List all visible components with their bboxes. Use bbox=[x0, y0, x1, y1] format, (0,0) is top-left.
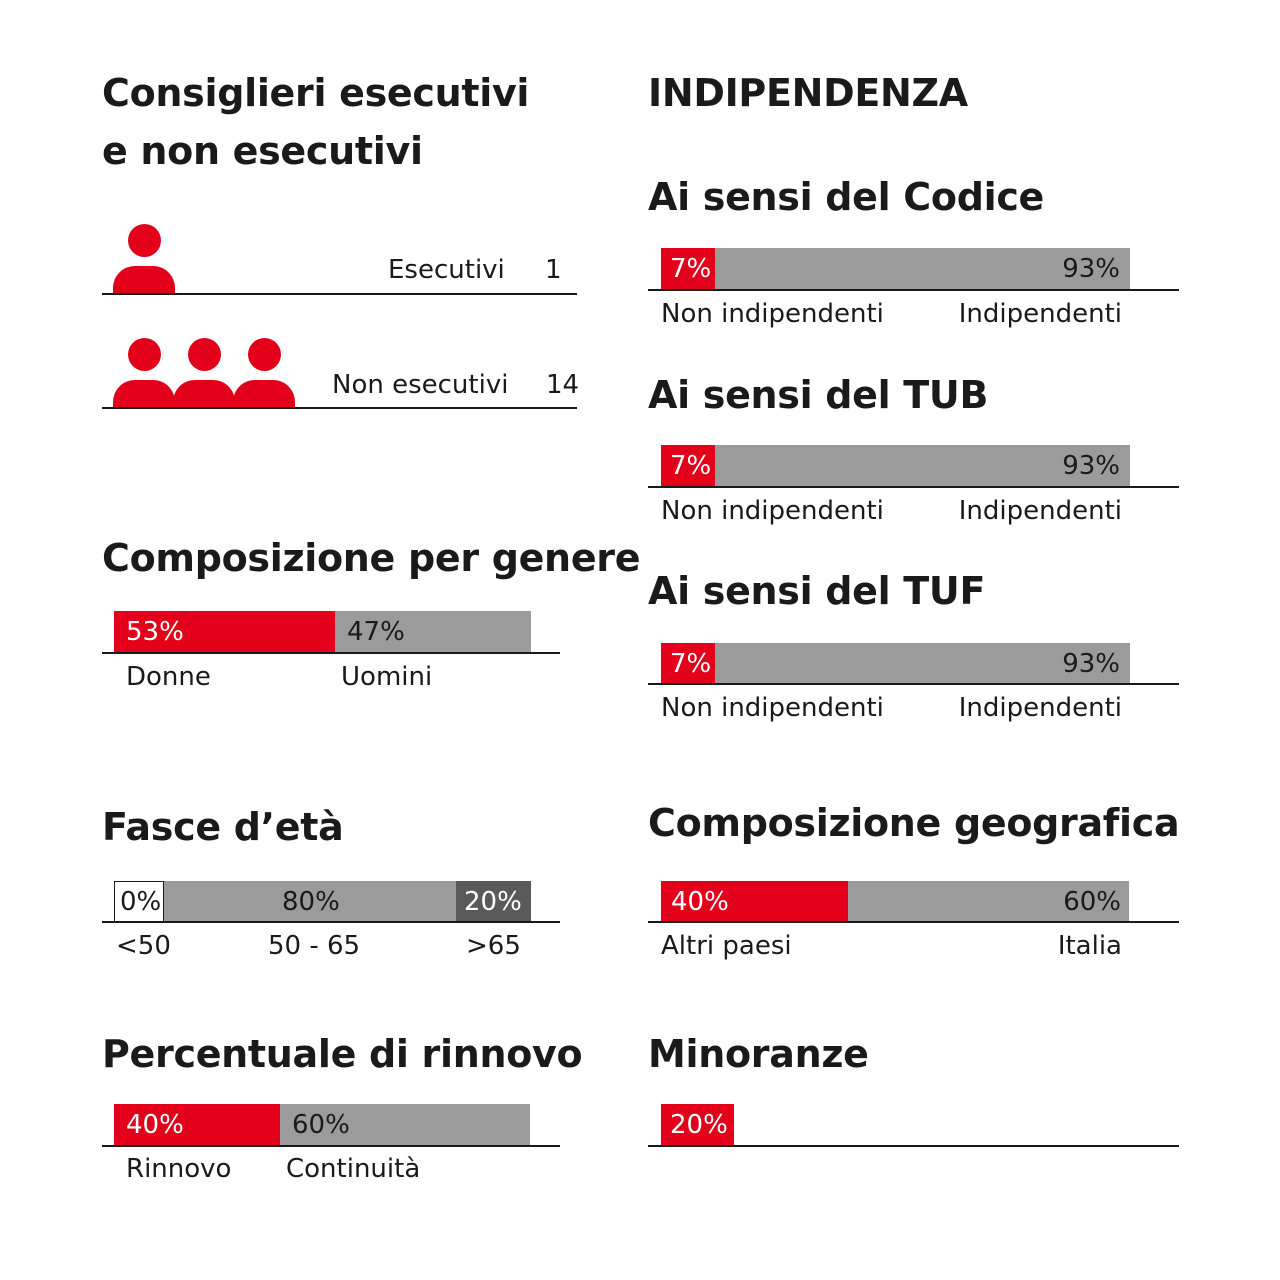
age-bar: 0% 80% 20% bbox=[114, 881, 531, 923]
person-icon-body bbox=[113, 266, 175, 294]
independence-bar: 7% 93% bbox=[661, 643, 1130, 685]
bar-baseline bbox=[648, 486, 1179, 488]
person-icon-head bbox=[188, 338, 221, 371]
independence-right-caption: Indipendenti bbox=[958, 299, 1122, 329]
gender-bar: 53% 47% bbox=[114, 611, 531, 653]
minorities-bar: 20% bbox=[661, 1104, 734, 1146]
independence-left-value-label: 7% bbox=[670, 451, 712, 481]
renewal-title: Percentuale di rinnovo bbox=[102, 1032, 583, 1076]
renewal-caption: Rinnovo bbox=[126, 1154, 232, 1184]
independence-left-caption: Non indipendenti bbox=[661, 693, 884, 723]
age-caption: <50 bbox=[116, 931, 171, 961]
independence-left-caption: Non indipendenti bbox=[661, 496, 884, 526]
independence-bar: 7% 93% bbox=[661, 445, 1130, 487]
renewal-value-label: 40% bbox=[126, 1110, 184, 1140]
renewal-value-label: 60% bbox=[292, 1110, 350, 1140]
age-value-label: 80% bbox=[282, 887, 340, 917]
geography-bar: 40% 60% bbox=[661, 881, 1129, 923]
geography-bar-segment-italia bbox=[848, 881, 1129, 923]
geography-caption: Italia bbox=[1057, 931, 1122, 961]
renewal-bar: 40% 60% bbox=[114, 1104, 530, 1146]
geography-bar-segment-altri-paesi bbox=[661, 881, 848, 923]
person-icon-body bbox=[173, 380, 235, 408]
independence-bar-segment-non-indipendenti bbox=[661, 445, 715, 487]
person-icon-head bbox=[128, 338, 161, 371]
minorities-value-label: 20% bbox=[670, 1110, 728, 1140]
independence-group-title: Ai sensi del Codice bbox=[648, 175, 1045, 219]
independence-bar-segment-indipendenti bbox=[715, 445, 1130, 487]
minorities-bar-segment bbox=[661, 1104, 734, 1146]
independence-bar-segment-non-indipendenti bbox=[661, 248, 715, 290]
independence-bar: 7% 93% bbox=[661, 248, 1130, 290]
non-executives-row-count: 14 bbox=[546, 370, 580, 400]
age-bar-segment-over-65 bbox=[456, 881, 531, 923]
person-icon-body bbox=[233, 380, 295, 408]
person-icon-body bbox=[113, 380, 175, 408]
age-value-label: 0% bbox=[120, 887, 162, 917]
bar-baseline bbox=[648, 683, 1179, 685]
age-caption: >65 bbox=[466, 931, 521, 961]
person-icon-head bbox=[248, 338, 281, 371]
independence-right-caption: Indipendenti bbox=[958, 496, 1122, 526]
renewal-bar-segment-continuita bbox=[280, 1104, 530, 1146]
age-title: Fasce d’età bbox=[102, 805, 344, 849]
age-caption: 50 - 65 bbox=[268, 931, 361, 961]
independence-bar-segment-non-indipendenti bbox=[661, 643, 715, 685]
row-divider bbox=[102, 293, 577, 295]
executives-title-line2: e non esecutivi bbox=[102, 129, 423, 173]
person-icon-head bbox=[128, 224, 161, 257]
gender-caption: Donne bbox=[126, 662, 211, 692]
age-bar-segment-under-50 bbox=[114, 881, 164, 923]
row-divider bbox=[102, 407, 577, 409]
non-executives-row-label: Non esecutivi bbox=[332, 370, 509, 400]
independence-right-caption: Indipendenti bbox=[958, 693, 1122, 723]
bar-baseline bbox=[102, 652, 560, 654]
person-icon bbox=[173, 338, 235, 408]
independence-group-title: Ai sensi del TUB bbox=[648, 373, 989, 417]
executives-title-line1: Consiglieri esecutivi bbox=[102, 71, 530, 115]
geography-value-label: 60% bbox=[1063, 887, 1121, 917]
gender-bar-segment-donne bbox=[114, 611, 335, 653]
gender-caption: Uomini bbox=[341, 662, 433, 692]
gender-value-label: 53% bbox=[126, 617, 184, 647]
independence-right-value-label: 93% bbox=[1062, 649, 1120, 679]
bar-baseline bbox=[648, 289, 1179, 291]
independence-bar-segment-indipendenti bbox=[715, 248, 1130, 290]
bar-baseline bbox=[648, 921, 1179, 923]
independence-left-value-label: 7% bbox=[670, 254, 712, 284]
renewal-bar-segment-rinnovo bbox=[114, 1104, 280, 1146]
age-value-label: 20% bbox=[464, 887, 522, 917]
geography-title: Composizione geografica bbox=[648, 801, 1180, 845]
independence-right-value-label: 93% bbox=[1062, 254, 1120, 284]
bar-baseline bbox=[102, 921, 560, 923]
gender-bar-segment-uomini bbox=[335, 611, 531, 653]
independence-right-value-label: 93% bbox=[1062, 451, 1120, 481]
geography-value-label: 40% bbox=[671, 887, 729, 917]
independence-left-caption: Non indipendenti bbox=[661, 299, 884, 329]
renewal-caption: Continuità bbox=[286, 1154, 421, 1184]
gender-title: Composizione per genere bbox=[102, 536, 641, 580]
age-bar-segment-50-65 bbox=[164, 881, 456, 923]
executives-row-label: Esecutivi bbox=[388, 255, 505, 285]
minorities-title: Minoranze bbox=[648, 1032, 869, 1076]
independence-left-value-label: 7% bbox=[670, 649, 712, 679]
gender-value-label: 47% bbox=[347, 617, 405, 647]
person-icon bbox=[113, 338, 175, 408]
person-icon bbox=[113, 224, 175, 294]
bar-baseline bbox=[648, 1145, 1179, 1147]
bar-baseline bbox=[102, 1145, 560, 1147]
geography-caption: Altri paesi bbox=[661, 931, 792, 961]
executives-row-count: 1 bbox=[545, 255, 562, 285]
independence-bar-segment-indipendenti bbox=[715, 643, 1130, 685]
person-icon bbox=[233, 338, 295, 408]
independence-title: INDIPENDENZA bbox=[648, 71, 968, 115]
independence-group-title: Ai sensi del TUF bbox=[648, 569, 986, 613]
